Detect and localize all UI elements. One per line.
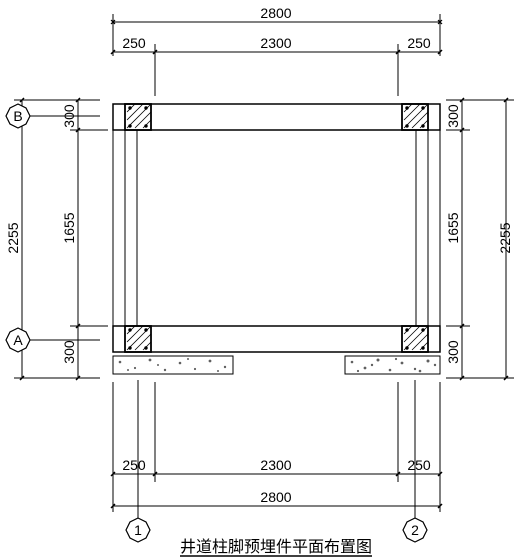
dim-left-bot300: 300 (61, 340, 77, 364)
dim-bot-mid: 2300 (260, 457, 291, 473)
dim-bot-left: 250 (122, 457, 146, 473)
grid-bubble-A: A (6, 328, 100, 352)
drawing-title: 井道柱脚预埋件平面布置图 (180, 538, 372, 556)
dim-top-left: 250 (122, 35, 146, 51)
grid-bubble-B: B (6, 104, 100, 128)
dim-left-outer: 2255 (5, 222, 21, 253)
svg-text:1: 1 (134, 522, 142, 538)
dim-top-right: 250 (407, 35, 431, 51)
dim-top-group (111, 14, 442, 96)
svg-text:A: A (13, 332, 23, 348)
dim-bot-right: 250 (407, 457, 431, 473)
plan-view (113, 104, 440, 352)
dim-right-top300: 300 (445, 104, 461, 128)
dim-top-mid: 2300 (260, 35, 291, 51)
dim-bot-total: 2800 (260, 489, 291, 505)
svg-text:B: B (13, 108, 22, 124)
dim-right-mid: 1655 (445, 212, 461, 243)
concrete-hatch (113, 356, 440, 374)
dim-right-bot300: 300 (445, 340, 461, 364)
dim-right-outer: 2255 (497, 222, 513, 253)
svg-text:2: 2 (411, 522, 419, 538)
dim-top-total: 2800 (260, 5, 291, 21)
dim-left-mid: 1655 (61, 212, 77, 243)
